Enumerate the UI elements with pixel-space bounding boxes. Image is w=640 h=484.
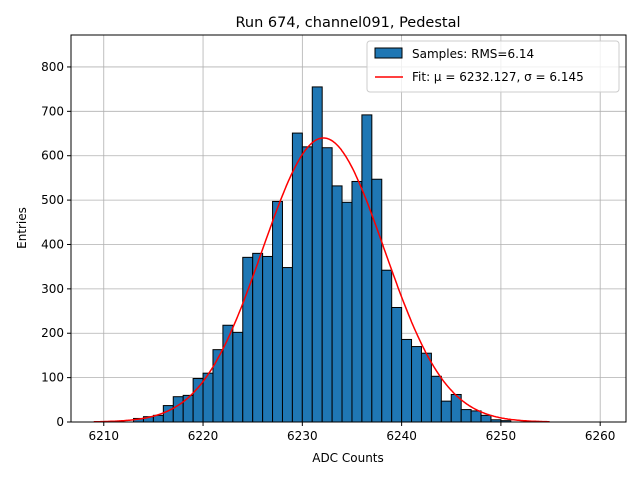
histogram-bar	[192, 378, 204, 423]
histogram-bar	[381, 269, 393, 423]
histogram-bar	[172, 396, 184, 423]
histogram-bar	[281, 267, 293, 423]
x-axis-label: ADC Counts	[312, 451, 384, 465]
y-axis-label: Entries	[15, 207, 29, 249]
histogram-bar	[430, 375, 442, 423]
x-tick-label: 6210	[88, 429, 119, 443]
y-tick-label: 600	[41, 149, 64, 163]
y-tick-label: 700	[41, 104, 64, 118]
ticks: 6210 6220 6230 6240 6250 6260 0 100 200 300 400 500…	[41, 60, 615, 443]
histogram-bar	[331, 185, 343, 423]
histogram-bar	[212, 349, 224, 423]
plot-frame	[70, 34, 627, 423]
y-tick-label: 200	[41, 326, 64, 340]
histogram-bar	[351, 180, 363, 423]
x-tick-label: 6260	[585, 429, 616, 443]
legend-label-samples: Samples: RMS=6.14	[412, 47, 534, 61]
legend-swatch-samples	[374, 47, 403, 59]
y-tick-label: 800	[41, 60, 64, 74]
legend-label-fit: Fit: μ = 6232.127, σ = 6.145	[412, 70, 584, 84]
histogram-bar	[252, 252, 264, 423]
legend-box	[366, 40, 620, 93]
histogram-bar	[371, 178, 383, 423]
x-tick-label: 6250	[486, 429, 517, 443]
x-tick-label: 6240	[386, 429, 417, 443]
histogram-bar	[321, 147, 333, 423]
histogram-bar	[391, 306, 403, 423]
y-tick-label: 0	[56, 415, 64, 429]
histogram-bar	[301, 146, 313, 423]
histogram-bar	[411, 346, 422, 423]
histogram-bar	[311, 86, 323, 423]
histogram-bar	[291, 132, 303, 423]
chart-title: Run 674, channel091, Pedestal	[235, 15, 460, 31]
histogram-bar	[262, 255, 274, 423]
histogram-bar	[470, 410, 482, 423]
histogram-bar	[232, 331, 244, 423]
y-tick-label: 300	[41, 282, 64, 296]
y-tick-label: 100	[41, 371, 64, 385]
y-tick-label: 500	[41, 193, 64, 207]
grid	[71, 35, 626, 423]
histogram-bar	[440, 400, 452, 423]
histogram-bar	[361, 114, 373, 423]
histogram-bar	[162, 405, 174, 423]
histogram-bar	[460, 409, 472, 423]
histogram-bar	[182, 394, 194, 423]
y-tick-label: 400	[41, 237, 64, 251]
x-tick-label: 6230	[287, 429, 318, 443]
x-tick-label: 6220	[188, 429, 219, 443]
histogram-bar	[341, 201, 353, 423]
legend: Samples: RMS=6.14 Fit: μ = 6232.127, σ =…	[366, 40, 620, 93]
histogram-bar	[272, 200, 283, 423]
histogram-bar	[401, 338, 413, 423]
histogram-bar	[420, 352, 432, 423]
bars	[133, 86, 512, 423]
histogram-bar	[480, 414, 492, 423]
fit-curve	[93, 137, 550, 423]
